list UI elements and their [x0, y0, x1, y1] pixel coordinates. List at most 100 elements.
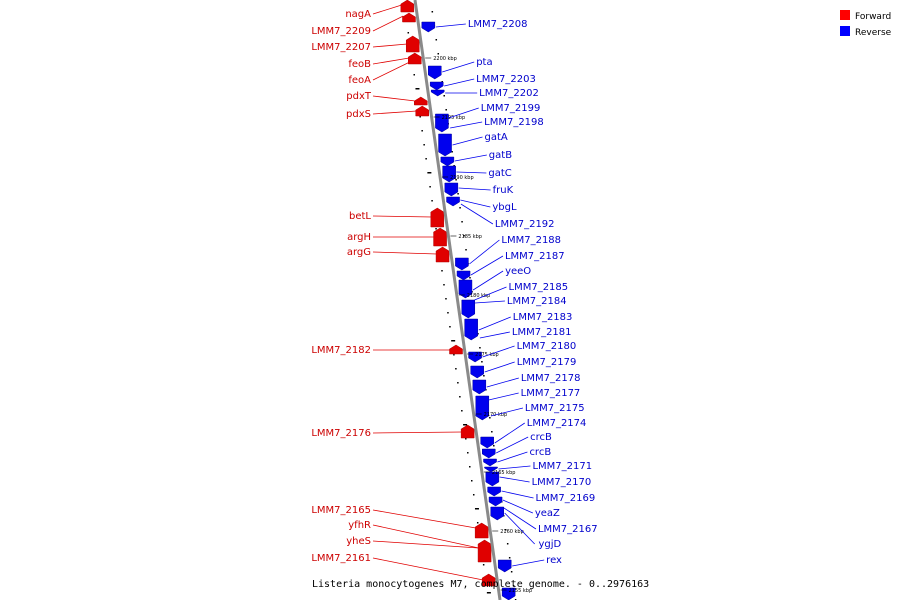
reverse-gene-label: ygjD — [538, 539, 561, 550]
track-dot — [429, 186, 431, 188]
reverse-gene-label: crcB — [530, 432, 552, 443]
track-dot — [483, 375, 485, 377]
reverse-gene-label: gatC — [488, 168, 511, 179]
track-dot — [435, 39, 438, 41]
reverse-gene-label: LMM7_2183 — [513, 312, 573, 323]
reverse-gene-block — [455, 257, 469, 271]
reverse-leader-line — [503, 507, 537, 530]
track-dot — [431, 200, 433, 202]
forward-gene-label: LMM7_2209 — [311, 26, 371, 37]
reverse-leader-line — [442, 61, 475, 73]
track-dot — [449, 326, 451, 328]
reverse-gene-block — [421, 21, 436, 33]
forward-gene-block — [405, 35, 420, 53]
reverse-gene-block — [490, 506, 504, 521]
reverse-leader-line — [494, 422, 525, 444]
reverse-gene-label: LMM7_2199 — [481, 103, 541, 114]
forward-gene-label: feoA — [348, 75, 371, 86]
track-dot — [457, 193, 459, 195]
reverse-gene-label: LMM7_2178 — [521, 373, 581, 384]
reverse-leader-line — [504, 512, 535, 545]
reverse-leader-line — [470, 255, 504, 276]
reverse-leader-line — [472, 270, 504, 291]
track-dot — [461, 221, 463, 223]
gene-labels: nagA LMM7_2209 LMM7_2207 feoB feoA pdxT pdxS be… — [311, 4, 598, 581]
forward-leader-line — [372, 61, 410, 81]
forward-gene-block — [460, 424, 475, 439]
track-dot — [474, 508, 479, 510]
reverse-gene-block — [428, 65, 442, 80]
forward-gene-label: yheS — [346, 536, 371, 547]
track-dot — [472, 494, 475, 496]
reverse-gene-label: LMM7_2202 — [479, 88, 539, 99]
forward-gene-label: pdxS — [346, 109, 371, 120]
track-dot — [479, 347, 481, 349]
forward-gene-block — [430, 207, 445, 228]
forward-gene-label: LMM7_2176 — [311, 428, 371, 439]
track-dot — [504, 529, 507, 531]
reverse-gene-label: LMM7_2184 — [507, 296, 567, 307]
track-dot — [481, 361, 483, 363]
reverse-gene-block — [485, 471, 500, 487]
reverse-gene-label: LMM7_2177 — [521, 388, 581, 399]
reverse-gene-block — [481, 448, 496, 459]
track-dot — [469, 277, 471, 279]
forward-gene-block — [449, 344, 463, 355]
reverse-leader-line — [512, 559, 545, 567]
forward-gene-label: LMM7_2161 — [311, 553, 371, 564]
reverse-gene-label: gatB — [489, 150, 512, 161]
reverse-leader-line — [488, 392, 519, 401]
forward-leader-line — [372, 4, 402, 15]
reverse-gene-block — [438, 133, 452, 157]
track-dot — [455, 368, 457, 370]
reverse-gene-label: LMM7_2174 — [527, 418, 587, 429]
track-dot — [453, 354, 455, 356]
reverse-gene-label: rex — [546, 555, 562, 566]
reverse-gene-block — [480, 436, 494, 449]
reverse-leader-line — [474, 300, 505, 304]
track-dot — [443, 284, 445, 286]
reverse-gene-block — [435, 113, 449, 133]
forward-leader-line — [372, 431, 463, 434]
gene-blocks — [400, 0, 516, 600]
forward-gene-block — [402, 12, 416, 23]
track-dot — [476, 522, 479, 524]
forward-gene-block — [408, 52, 422, 65]
tick-label: 2155 kbp — [509, 588, 533, 594]
reverse-gene-label: LMM7_2179 — [517, 357, 577, 368]
reverse-leader-line — [497, 451, 528, 463]
genome-axis — [413, 0, 502, 600]
track-dot — [443, 95, 445, 97]
forward-gene-label: feoB — [348, 59, 371, 70]
reverse-leader-line — [478, 316, 511, 331]
track-dot — [482, 564, 485, 566]
track-dot — [457, 382, 459, 384]
reverse-leader-line — [460, 203, 494, 225]
reverse-leader-line — [435, 23, 466, 28]
reverse-leader-line — [469, 239, 500, 265]
forward-gene-block — [435, 246, 450, 263]
track-dot — [423, 144, 425, 146]
reverse-gene-block — [468, 351, 482, 363]
forward-gene-block — [414, 96, 428, 106]
reverse-gene-block — [497, 559, 512, 573]
tick-label: 2160 kbp — [500, 529, 524, 535]
reverse-gene-block — [446, 196, 460, 207]
forward-gene-block — [400, 0, 415, 13]
reverse-gene-label: LMM7_2175 — [525, 403, 585, 414]
forward-gene-label: argH — [347, 232, 371, 243]
forward-leader-line — [372, 110, 417, 115]
reverse-gene-label: yeeO — [505, 266, 531, 277]
reverse-leader-line — [495, 436, 529, 454]
forward-leader-line — [372, 15, 404, 32]
tick-label: 2175 kbp — [475, 352, 499, 358]
forward-gene-label: pdxT — [346, 91, 372, 102]
reverse-gene-label: ybgL — [492, 202, 517, 213]
track-dot — [419, 116, 421, 118]
track-dot — [451, 340, 456, 342]
reverse-leader-line — [484, 361, 515, 373]
track-dot — [455, 179, 457, 181]
track-dot — [469, 466, 471, 468]
forward-gene-label: LMM7_2207 — [311, 42, 371, 53]
